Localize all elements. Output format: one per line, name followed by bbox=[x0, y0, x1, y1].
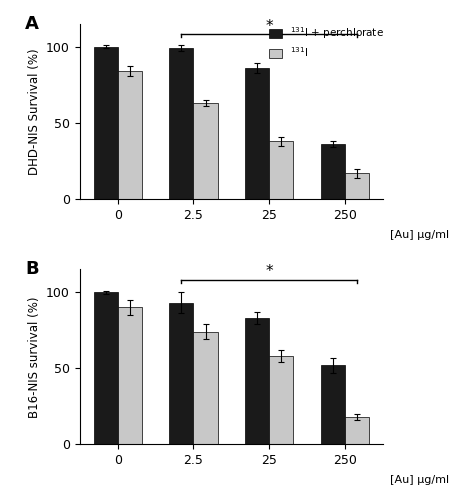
Bar bbox=[118, 71, 142, 199]
Bar bbox=[269, 356, 293, 444]
Bar bbox=[169, 48, 193, 199]
Text: *: * bbox=[265, 18, 272, 34]
Bar bbox=[94, 292, 118, 444]
Bar bbox=[244, 68, 269, 199]
Y-axis label: B16-NIS survival (%): B16-NIS survival (%) bbox=[27, 296, 40, 418]
Bar bbox=[169, 302, 193, 444]
Bar bbox=[193, 103, 217, 199]
Text: A: A bbox=[25, 15, 39, 33]
Text: B: B bbox=[25, 260, 39, 278]
Text: [Au] μg/ml: [Au] μg/ml bbox=[389, 230, 448, 239]
Bar bbox=[344, 173, 369, 199]
Bar bbox=[94, 46, 118, 199]
Bar bbox=[320, 144, 344, 199]
Text: [Au] μg/ml: [Au] μg/ml bbox=[389, 475, 448, 485]
Text: *: * bbox=[265, 264, 272, 279]
Bar bbox=[118, 308, 142, 444]
Bar bbox=[269, 141, 293, 199]
Bar bbox=[244, 318, 269, 444]
Legend: $^{131}$I + perchlorate, $^{131}$I: $^{131}$I + perchlorate, $^{131}$I bbox=[269, 26, 383, 59]
Y-axis label: DHD-NIS Survival (%): DHD-NIS Survival (%) bbox=[27, 48, 40, 174]
Bar bbox=[320, 365, 344, 444]
Bar bbox=[193, 332, 217, 444]
Bar bbox=[344, 417, 369, 444]
